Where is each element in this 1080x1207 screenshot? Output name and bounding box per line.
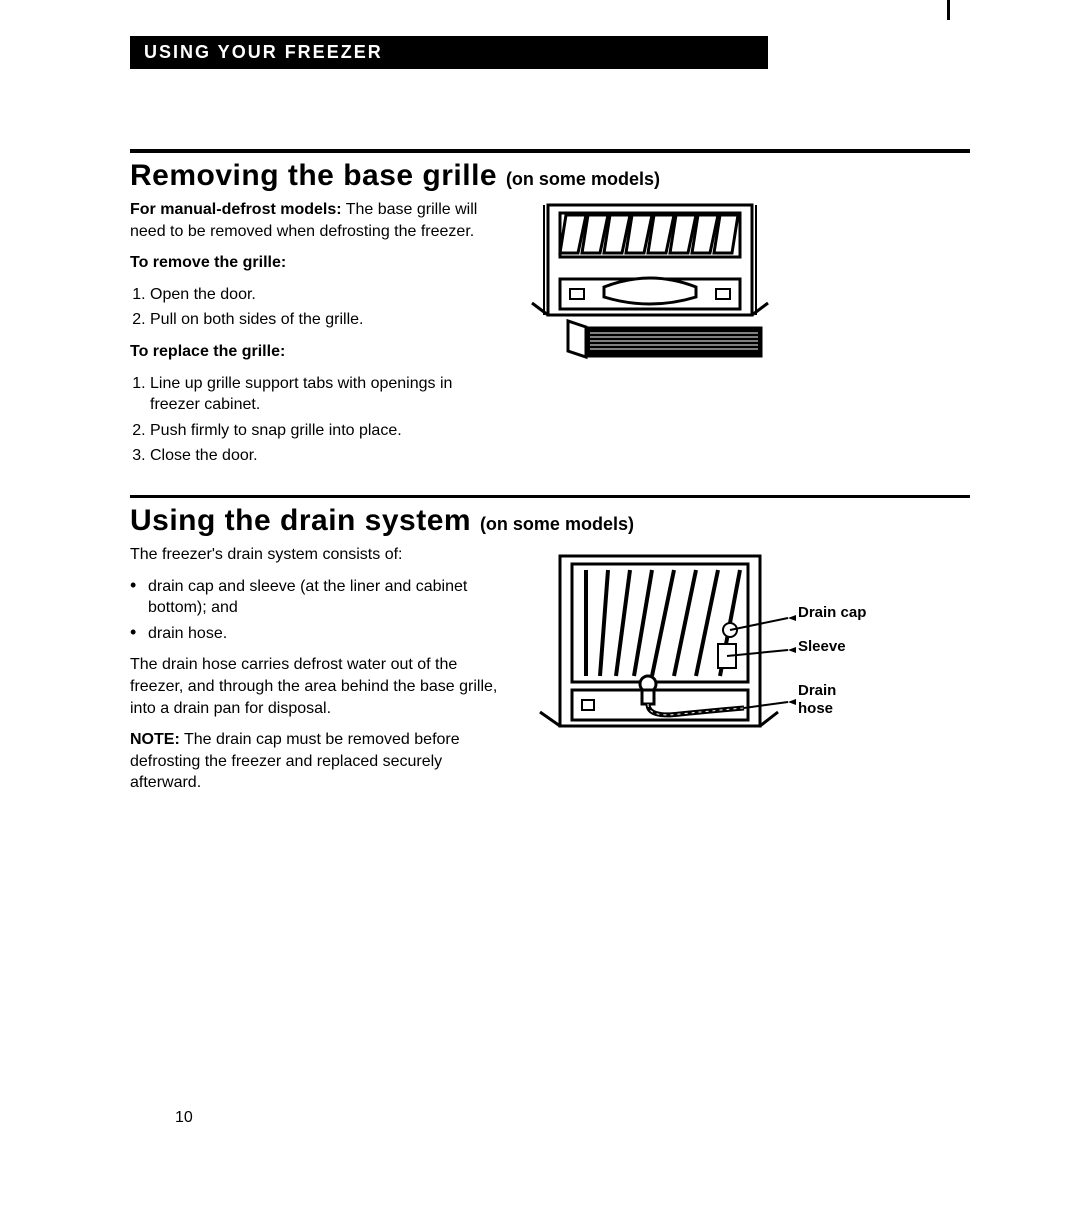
section2-figure: Drain cap Sleeve Drain hose [530, 544, 970, 804]
label-sleeve: Sleeve [798, 638, 846, 655]
divider [130, 149, 970, 153]
section1-heading-main: Removing the base grille [130, 159, 497, 192]
list-item: Pull on both sides of the grille. [150, 309, 500, 331]
label-hose: hose [798, 700, 833, 717]
section2-note: NOTE: The drain cap must be removed befo… [130, 729, 500, 794]
section1-body: For manual-defrost models: The base gril… [130, 199, 970, 477]
section2-heading-sub: (on some models) [480, 514, 634, 534]
section1-intro: For manual-defrost models: The base gril… [130, 199, 500, 242]
label-drain-cap: Drain cap [798, 604, 866, 621]
remove-heading: To remove the grille: [130, 252, 500, 274]
list-item: Push firmly to snap grille into place. [150, 420, 500, 442]
note-rest: The drain cap must be removed before def… [130, 731, 460, 791]
intro-bold: For manual-defrost models: [130, 201, 342, 218]
manual-page: USING YOUR FREEZER Removing the base gri… [0, 0, 1080, 1207]
section2-text: The freezer's drain system consists of: … [130, 544, 500, 804]
section2-intro: The freezer's drain system consists of: [130, 544, 500, 566]
list-item: Line up grille support tabs with opening… [150, 373, 500, 416]
section2-heading: Using the drain system (on some models) [130, 504, 970, 538]
list-item: drain cap and sleeve (at the liner and c… [130, 576, 500, 619]
remove-steps: Open the door. Pull on both sides of the… [130, 284, 500, 331]
section1-heading-sub: (on some models) [506, 169, 660, 189]
page-number: 10 [175, 1109, 193, 1127]
section2-heading-main: Using the drain system [130, 504, 471, 537]
replace-steps: Line up grille support tabs with opening… [130, 373, 500, 467]
note-bold: NOTE: [130, 731, 180, 748]
section2-para2: The drain hose carries defrost water out… [130, 654, 500, 719]
section2-body: The freezer's drain system consists of: … [130, 544, 970, 804]
divider [130, 495, 970, 498]
crop-mark [947, 0, 950, 20]
grille-diagram-icon [530, 199, 770, 369]
replace-heading: To replace the grille: [130, 341, 500, 363]
section1-figure [530, 199, 970, 477]
list-item: drain hose. [130, 623, 500, 645]
section1-text: For manual-defrost models: The base gril… [130, 199, 500, 477]
list-item: Open the door. [150, 284, 500, 306]
section2-bullets: drain cap and sleeve (at the liner and c… [130, 576, 500, 645]
label-drain: Drain [798, 682, 836, 699]
list-item: Close the door. [150, 445, 500, 467]
section1-heading: Removing the base grille (on some models… [130, 159, 970, 193]
section-header-bar: USING YOUR FREEZER [130, 36, 768, 69]
